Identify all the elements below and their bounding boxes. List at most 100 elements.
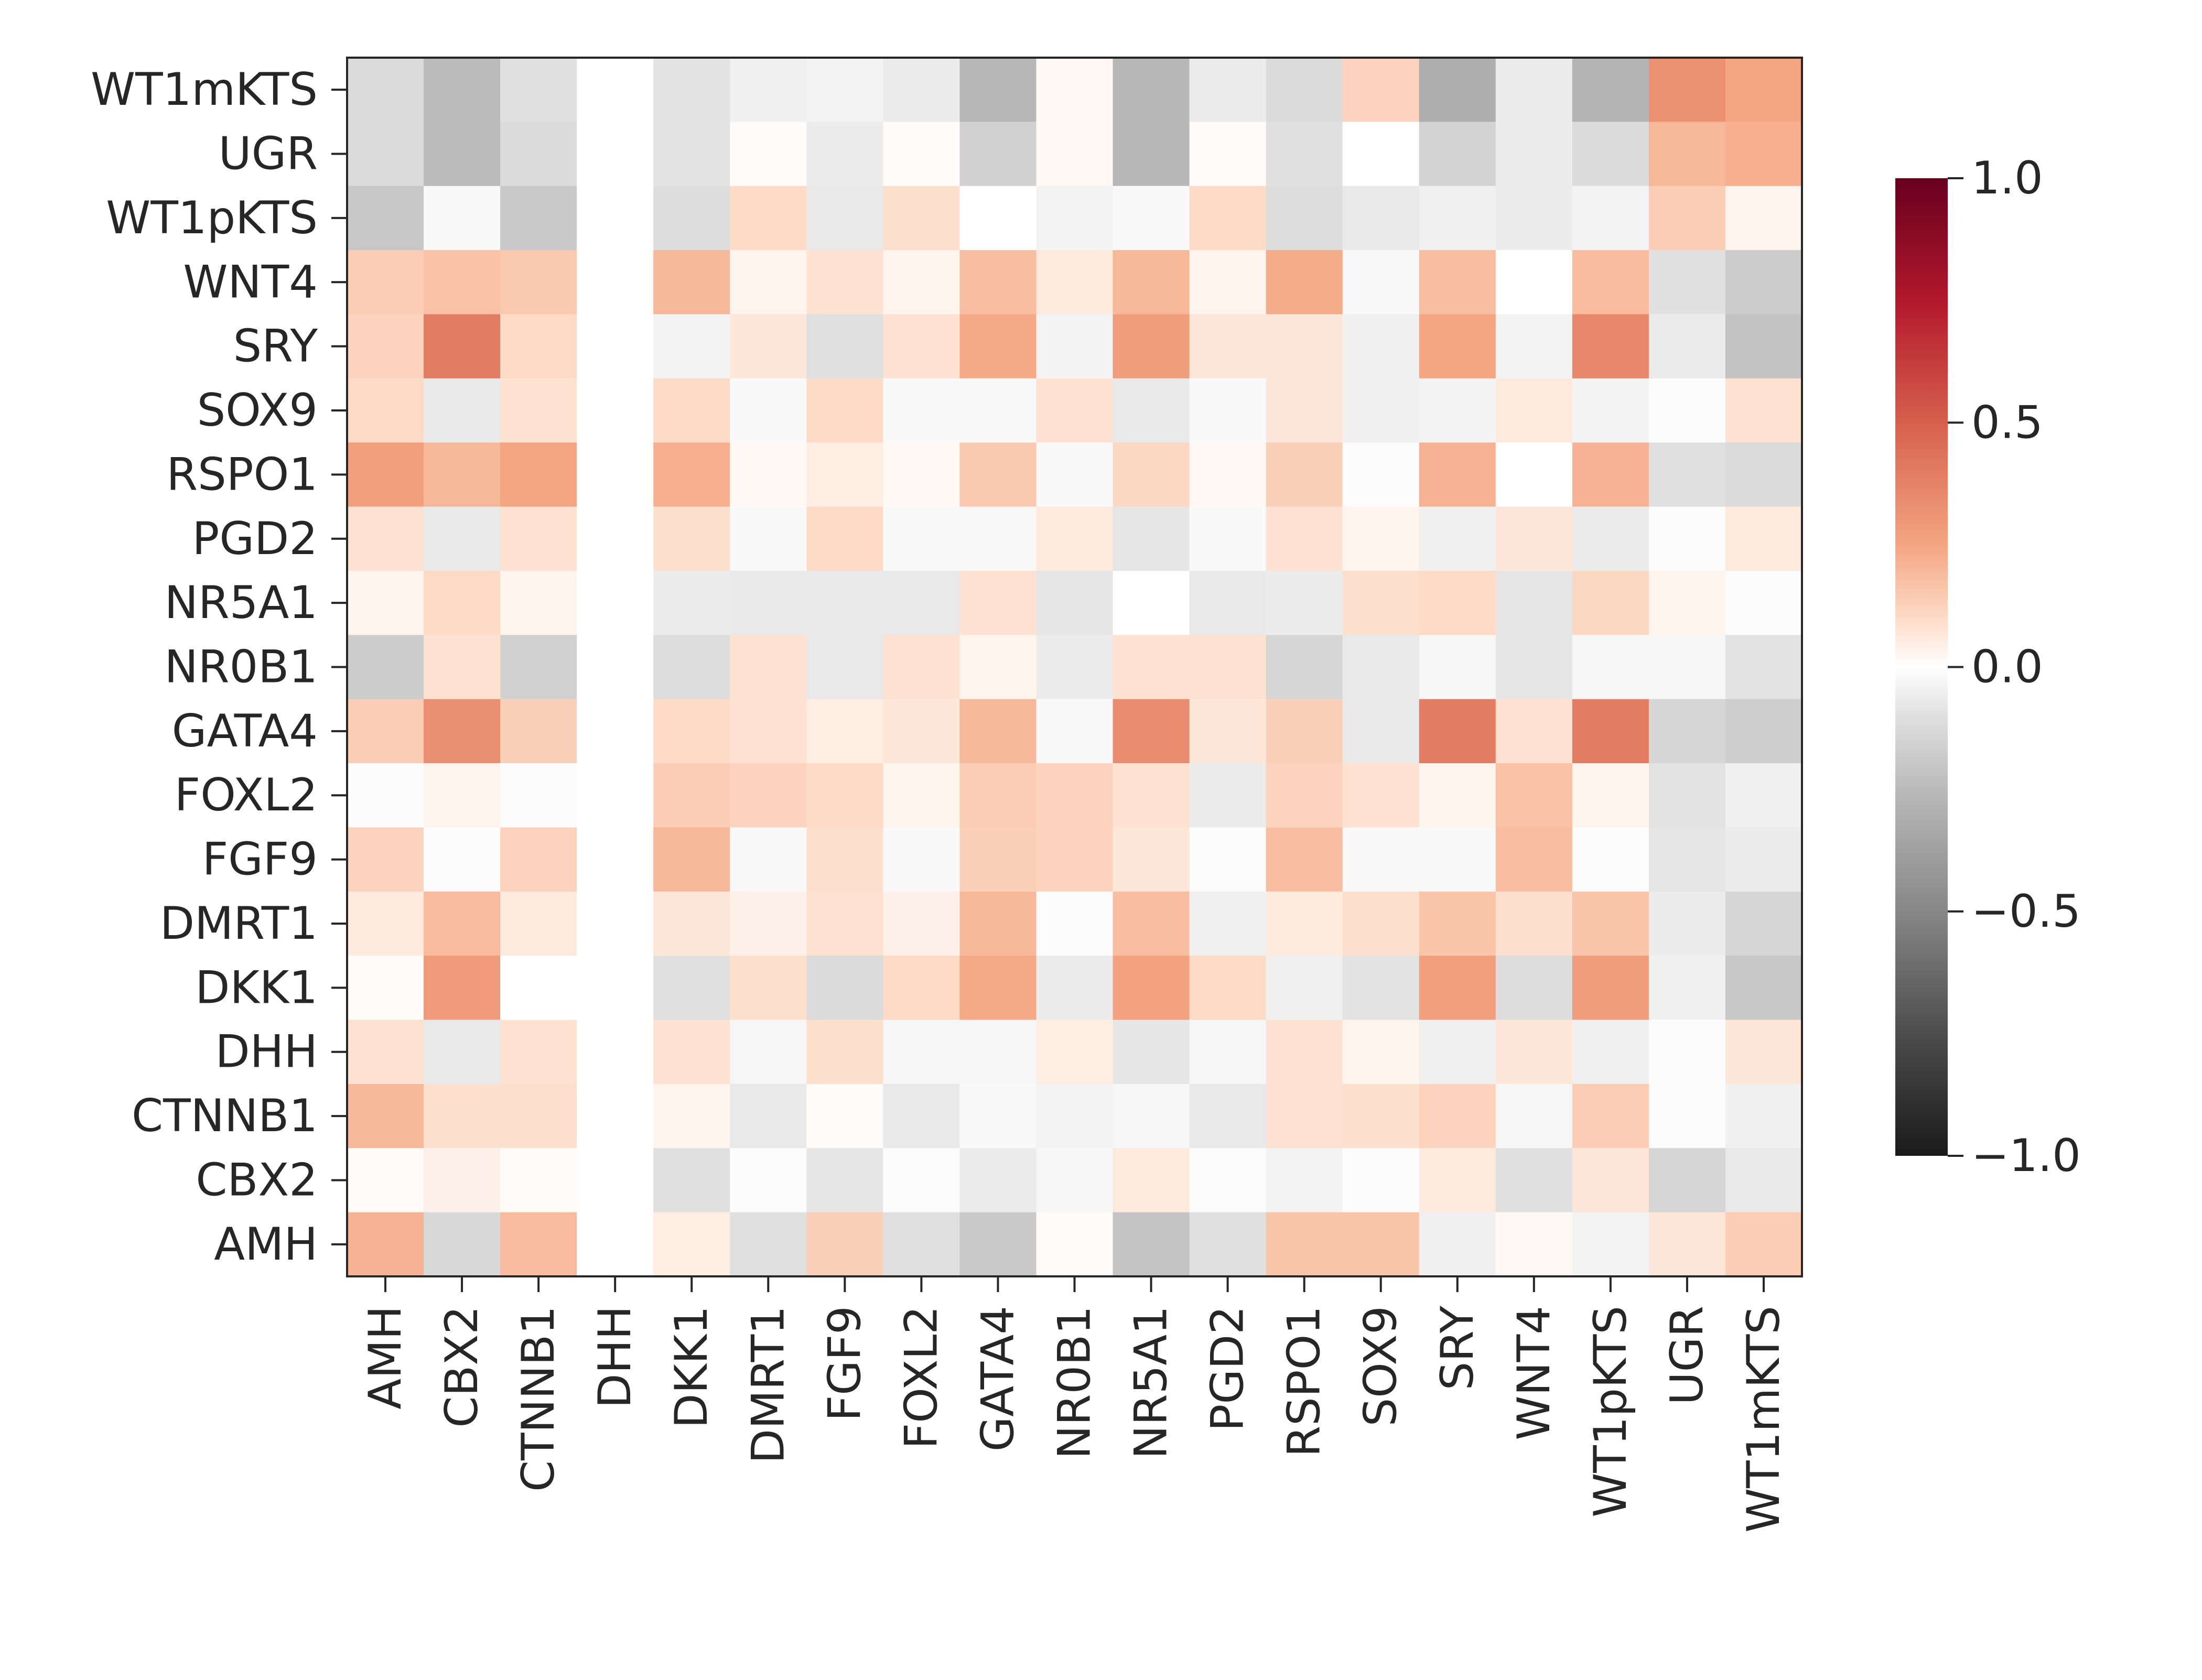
heatmap-cell (500, 1083, 577, 1148)
heatmap-cell (1648, 827, 1726, 892)
heatmap-cell (1725, 635, 1802, 700)
heatmap-cell (1419, 1148, 1496, 1213)
heatmap-cell (1266, 1148, 1343, 1213)
heatmap-cell (1495, 1212, 1573, 1277)
heatmap-cell (1495, 956, 1573, 1021)
x-tick-label: WNT4 (1508, 1306, 1560, 1440)
heatmap-cell (1189, 122, 1267, 187)
heatmap-cell (883, 1212, 960, 1277)
heatmap-cell (1189, 442, 1267, 507)
heatmap-cell (653, 699, 730, 764)
heatmap-cell (577, 378, 654, 443)
heatmap-cell (347, 827, 424, 892)
heatmap-cell (1189, 378, 1267, 443)
heatmap-cell (424, 314, 501, 379)
heatmap-cell (1113, 891, 1190, 956)
heatmap-cell (730, 891, 807, 956)
heatmap-cell (1342, 250, 1420, 315)
heatmap-cell (577, 58, 654, 122)
heatmap-cell (1648, 1212, 1726, 1277)
heatmap-cell (653, 186, 730, 251)
heatmap-cell (959, 122, 1037, 187)
heatmap-cell (883, 635, 960, 700)
heatmap-cell (1113, 58, 1190, 122)
heatmap-cell (653, 442, 730, 507)
heatmap-cell (1342, 378, 1420, 443)
heatmap-cell (653, 1148, 730, 1213)
heatmap-cell (1725, 122, 1802, 187)
heatmap-cell (730, 186, 807, 251)
heatmap-cell (577, 570, 654, 635)
heatmap-cell (1572, 1212, 1649, 1277)
colorbar-tick-label: 1.0 (1971, 152, 2043, 204)
heatmap-cell (730, 314, 807, 379)
heatmap-cell (1648, 763, 1726, 828)
heatmap-cell (347, 763, 424, 828)
heatmap-cell (577, 891, 654, 956)
heatmap-cell (500, 956, 577, 1021)
heatmap-cell (1495, 1148, 1573, 1213)
heatmap-cell (500, 635, 577, 700)
heatmap-cell (1036, 122, 1114, 187)
heatmap-cell (1342, 827, 1420, 892)
heatmap-cell (577, 635, 654, 700)
heatmap-cell (1572, 506, 1649, 571)
x-tick-label: DKK1 (665, 1306, 718, 1428)
heatmap-cell (1036, 956, 1114, 1021)
y-tick-label: CBX2 (196, 1154, 318, 1206)
heatmap-cell (577, 1148, 654, 1213)
heatmap-cell (1495, 378, 1573, 443)
heatmap-cell (1419, 58, 1496, 122)
heatmap-cell (1495, 635, 1573, 700)
heatmap-cell (1113, 314, 1190, 379)
heatmap-cell (1572, 186, 1649, 251)
colorbar-tick-label: −0.5 (1971, 885, 2081, 938)
y-tick-label: NR0B1 (164, 641, 318, 693)
heatmap-cell (653, 891, 730, 956)
heatmap-cell (347, 891, 424, 956)
x-tick-label: CTNNB1 (512, 1306, 565, 1492)
y-tick-label: WNT4 (183, 256, 318, 308)
heatmap-cell (1725, 1148, 1802, 1213)
heatmap-cell (1189, 699, 1267, 764)
heatmap-cell (1648, 1083, 1726, 1148)
heatmap-cell (1036, 891, 1114, 956)
heatmap-cell (577, 442, 654, 507)
heatmap-cell (1189, 956, 1267, 1021)
heatmap-cell (1113, 1083, 1190, 1148)
heatmap-cell (730, 1083, 807, 1148)
x-tick-label: GATA4 (972, 1306, 1024, 1451)
heatmap-cell (806, 891, 883, 956)
heatmap-cell (730, 1212, 807, 1277)
heatmap-cell (806, 763, 883, 828)
heatmap-cell (1725, 1083, 1802, 1148)
heatmap-cell (1572, 827, 1649, 892)
heatmap-cell (1036, 58, 1114, 122)
heatmap-cell (1648, 1148, 1726, 1213)
heatmap-cell (883, 1083, 960, 1148)
heatmap-cell (347, 1212, 424, 1277)
heatmap-cell (500, 1148, 577, 1213)
heatmap-cell (500, 570, 577, 635)
heatmap-cell (1342, 506, 1420, 571)
heatmap-cell (1036, 827, 1114, 892)
heatmap-cell (1342, 891, 1420, 956)
y-tick-label: FGF9 (202, 833, 318, 886)
heatmap-cell (730, 250, 807, 315)
heatmap-cell (653, 1083, 730, 1148)
heatmap-cell (653, 250, 730, 315)
heatmap-cell (1495, 1020, 1573, 1085)
heatmap-cell (653, 570, 730, 635)
heatmap-cell (424, 1148, 501, 1213)
heatmap-cell (883, 570, 960, 635)
heatmap-cell (959, 442, 1037, 507)
heatmap-cell (883, 314, 960, 379)
heatmap-cell (730, 58, 807, 122)
heatmap-cell (1572, 570, 1649, 635)
heatmap-cell (883, 442, 960, 507)
heatmap-cell (1725, 891, 1802, 956)
heatmap-cell (1495, 122, 1573, 187)
heatmap-cell (424, 1212, 501, 1277)
y-tick-label: SRY (233, 320, 318, 373)
heatmap-cell (806, 506, 883, 571)
